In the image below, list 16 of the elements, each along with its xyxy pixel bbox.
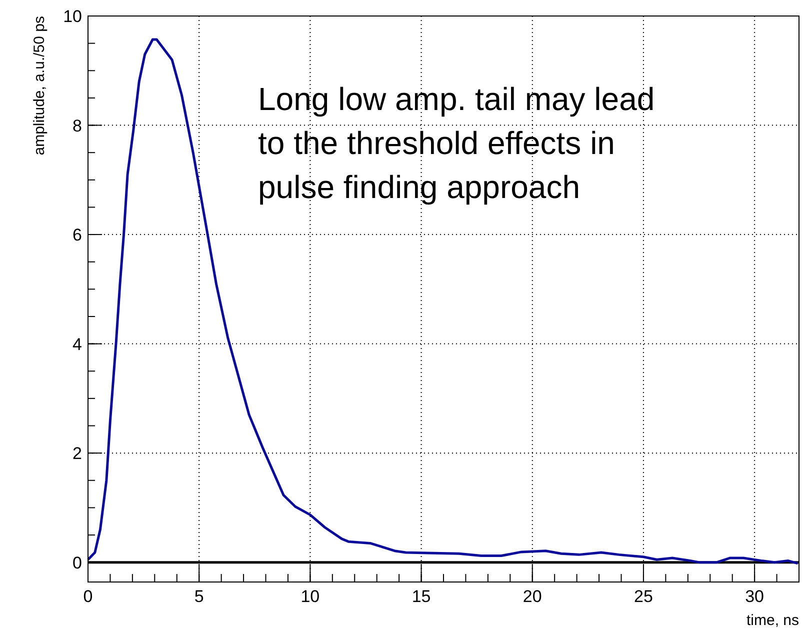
line-series xyxy=(86,38,800,565)
x-axis-title: time, ns xyxy=(746,612,799,629)
x-tick-label: 10 xyxy=(300,587,320,606)
x-tick-label: 30 xyxy=(745,587,764,606)
x-tick-label: 5 xyxy=(194,587,204,606)
y-tick-label: 4 xyxy=(72,334,82,354)
x-tick-label: 20 xyxy=(522,587,542,606)
y-tick-label: 6 xyxy=(72,226,82,245)
y-tick-label: 10 xyxy=(63,7,82,26)
y-axis-title: amplitude, a.u./50 ps xyxy=(31,16,48,156)
annotation: Long low amp. tail may lead to the threshold effects in pulse finding approach xyxy=(258,81,655,205)
x-tick-label: 15 xyxy=(412,587,431,606)
x-tick-label: 25 xyxy=(634,587,653,606)
y-tick-label: 2 xyxy=(72,444,82,464)
y-tick-label: 0 xyxy=(72,553,82,572)
y-tick-label: 8 xyxy=(72,116,82,136)
